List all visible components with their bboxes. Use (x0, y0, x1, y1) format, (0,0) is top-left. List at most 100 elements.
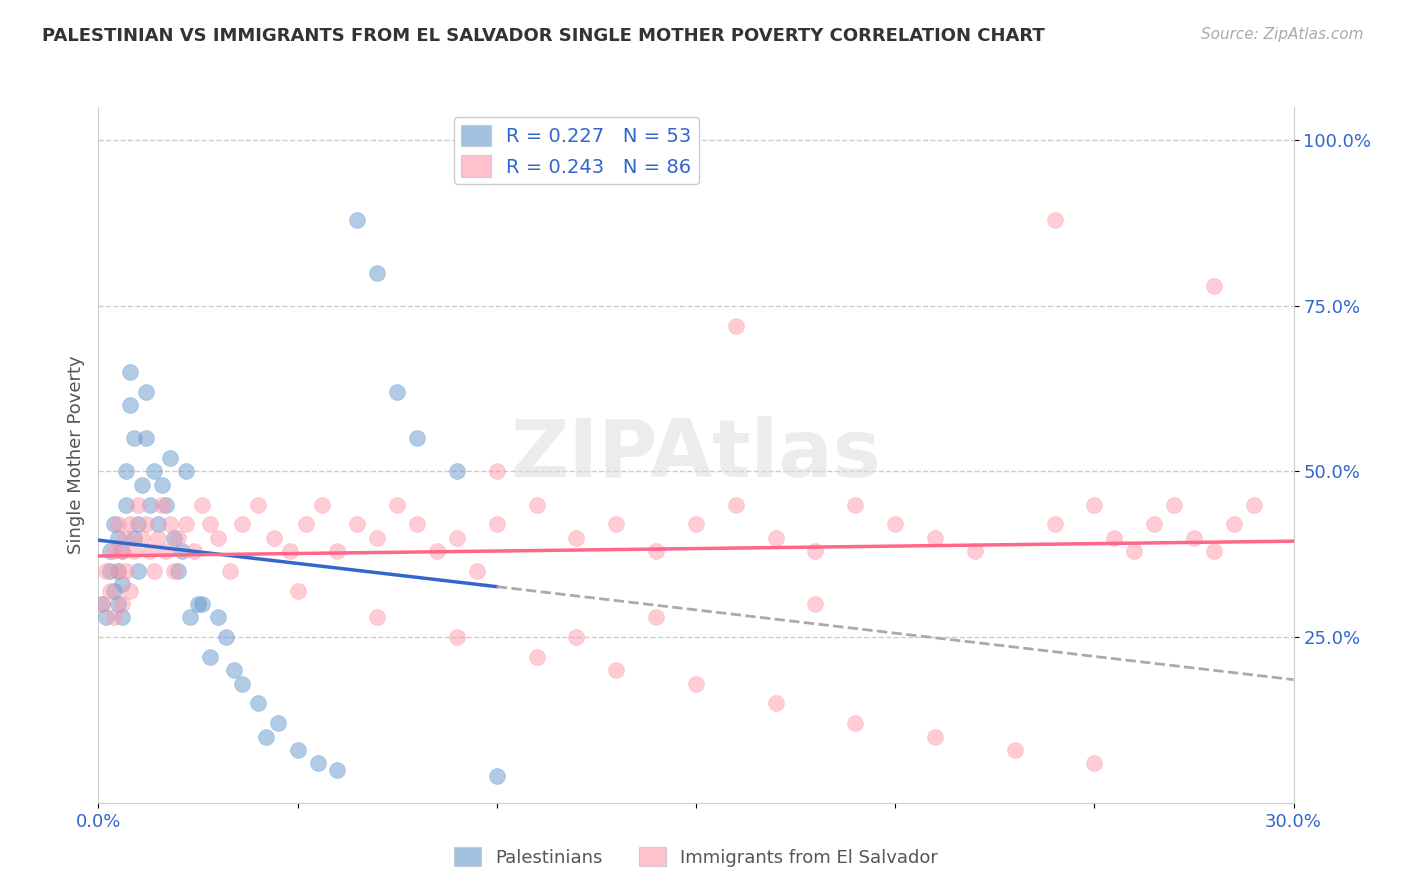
Point (150, 498, 173, 512)
Point (366, 531, 388, 545)
Point (163, 564, 186, 578)
Point (124, 544, 146, 558)
Point (191, 597, 214, 611)
Point (844, 716, 866, 731)
Point (526, 650, 548, 665)
Point (127, 564, 149, 578)
Point (159, 451, 181, 466)
Point (294, 517, 316, 532)
Point (135, 431, 157, 445)
Point (446, 465, 468, 479)
Point (267, 716, 290, 731)
Point (884, 517, 907, 532)
Point (163, 531, 186, 545)
Point (287, 743, 309, 757)
Point (143, 564, 166, 578)
Point (924, 531, 946, 545)
Point (111, 610, 134, 624)
Point (107, 564, 129, 578)
Point (91, 597, 114, 611)
Point (115, 465, 138, 479)
Point (124, 531, 146, 545)
Point (254, 730, 277, 744)
Point (174, 517, 197, 532)
Point (1182, 531, 1205, 545)
Point (127, 498, 149, 512)
Point (120, 398, 142, 412)
Point (1202, 279, 1225, 293)
Point (222, 663, 245, 677)
Point (485, 465, 508, 479)
Point (645, 544, 668, 558)
Point (107, 597, 129, 611)
Point (765, 531, 787, 545)
Point (148, 531, 170, 545)
Point (198, 517, 221, 532)
Point (120, 365, 142, 379)
Point (1083, 756, 1105, 770)
Point (103, 544, 125, 558)
Point (107, 517, 129, 532)
Point (263, 531, 285, 545)
Point (139, 498, 162, 512)
Point (183, 544, 205, 558)
Point (804, 597, 827, 611)
Point (844, 498, 866, 512)
Point (366, 610, 388, 624)
Point (307, 756, 329, 770)
Point (645, 610, 668, 624)
Point (1004, 743, 1026, 757)
Point (139, 544, 162, 558)
Point (111, 597, 134, 611)
Point (111, 544, 134, 558)
Point (231, 676, 253, 690)
Point (155, 498, 177, 512)
Point (1123, 544, 1146, 558)
Point (685, 517, 707, 532)
Point (91, 597, 114, 611)
Point (1043, 517, 1066, 532)
Y-axis label: Single Mother Poverty: Single Mother Poverty (66, 356, 84, 554)
Point (159, 517, 181, 532)
Point (148, 517, 170, 532)
Point (231, 517, 253, 532)
Point (924, 730, 946, 744)
Point (107, 531, 129, 545)
Point (107, 564, 129, 578)
Point (246, 498, 269, 512)
Point (311, 498, 333, 512)
Point (1043, 212, 1066, 227)
Point (174, 465, 197, 479)
Point (124, 431, 146, 445)
Point (287, 583, 309, 598)
Point (115, 564, 138, 578)
Point (207, 610, 229, 624)
Point (131, 477, 153, 491)
Point (143, 465, 166, 479)
Point (103, 610, 125, 624)
Point (485, 517, 508, 532)
Point (246, 697, 269, 711)
Point (115, 498, 138, 512)
Point (446, 531, 468, 545)
Point (135, 517, 157, 532)
Point (215, 630, 238, 644)
Point (1163, 498, 1185, 512)
Point (98, 564, 122, 578)
Point (765, 697, 787, 711)
Point (135, 384, 157, 399)
Point (131, 531, 153, 545)
Legend: Palestinians, Immigrants from El Salvador: Palestinians, Immigrants from El Salvado… (447, 839, 945, 874)
Point (150, 477, 173, 491)
Point (96, 564, 118, 578)
Point (1243, 498, 1265, 512)
Point (127, 517, 149, 532)
Point (1222, 517, 1246, 532)
Point (198, 650, 221, 665)
Point (346, 517, 368, 532)
Point (172, 544, 194, 558)
Point (98, 544, 122, 558)
Point (115, 531, 138, 545)
Point (385, 498, 409, 512)
Point (179, 610, 201, 624)
